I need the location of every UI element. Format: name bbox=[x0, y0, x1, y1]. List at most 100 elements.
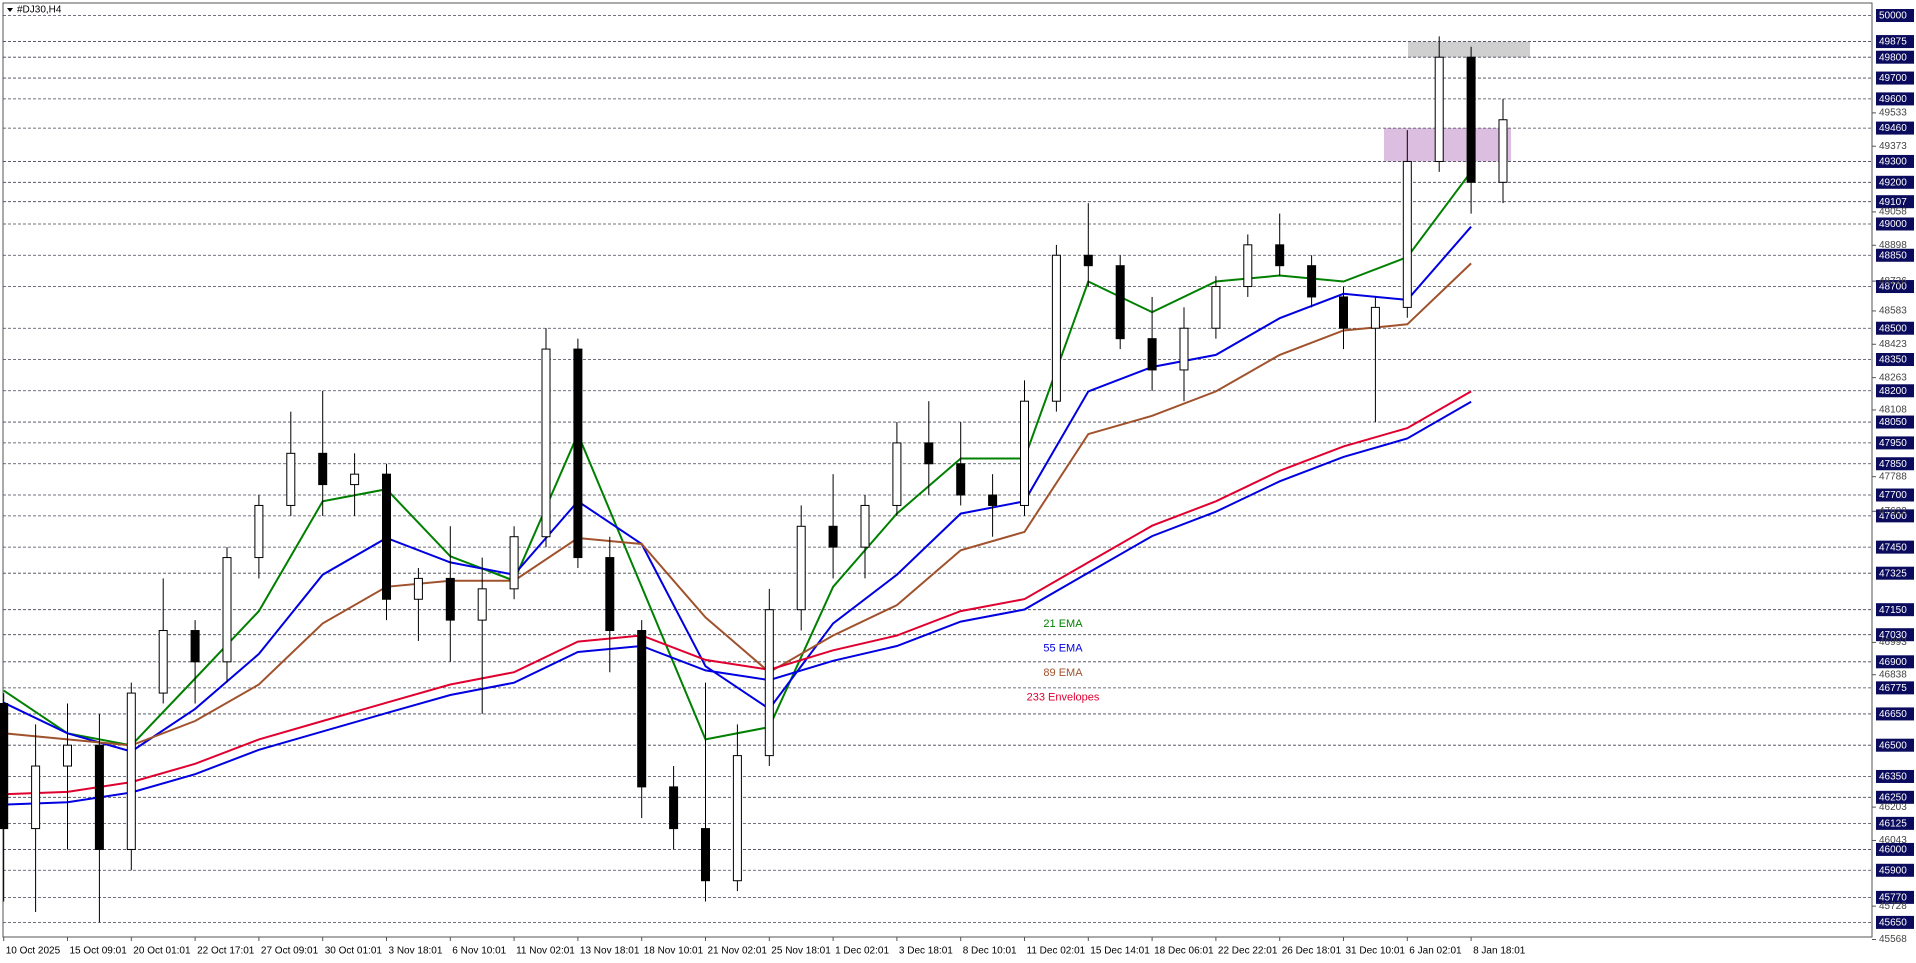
y-tick-label: 49373 bbox=[1879, 141, 1907, 152]
level-label: 49875 bbox=[1879, 37, 1907, 48]
candle-body bbox=[1083, 254, 1093, 267]
level-label: 49800 bbox=[1879, 52, 1907, 63]
candle-body bbox=[1466, 56, 1476, 183]
x-tick-label: 18 Dec 06:01 bbox=[1154, 946, 1214, 957]
candle-body bbox=[413, 577, 423, 600]
y-tick-label: 46043 bbox=[1879, 835, 1907, 846]
candle-body bbox=[573, 348, 583, 559]
level-label-box bbox=[1876, 738, 1914, 752]
level-label: 46775 bbox=[1879, 683, 1907, 694]
candle-body bbox=[31, 765, 41, 830]
x-tick-label: 11 Dec 02:01 bbox=[1027, 946, 1086, 957]
candle-body bbox=[669, 786, 679, 830]
level-label: 47850 bbox=[1879, 459, 1907, 470]
level-label-box bbox=[1876, 842, 1914, 856]
candle-body bbox=[1211, 286, 1221, 329]
y-tick-label: 47788 bbox=[1879, 471, 1907, 482]
level-label-box bbox=[1876, 457, 1914, 471]
x-tick-label: 25 Nov 18:01 bbox=[771, 946, 831, 957]
x-tick-label: 1 Dec 02:01 bbox=[835, 946, 889, 957]
candle-body bbox=[1307, 265, 1317, 298]
x-tick-label: 21 Nov 02:01 bbox=[708, 946, 768, 957]
level-label: 46650 bbox=[1879, 709, 1907, 720]
candle-body bbox=[382, 473, 391, 600]
candle-body bbox=[254, 504, 264, 559]
level-label: 49107 bbox=[1879, 197, 1907, 208]
level-label-box bbox=[1876, 71, 1914, 85]
candle-body bbox=[988, 494, 998, 506]
level-label-box bbox=[1876, 217, 1914, 231]
candle-body bbox=[1179, 327, 1189, 371]
level-label-box bbox=[1876, 280, 1914, 294]
envelope-lower-line bbox=[3, 400, 1472, 806]
candle-body bbox=[1434, 56, 1444, 162]
level-label: 47700 bbox=[1879, 490, 1907, 501]
y-tick-label: 46203 bbox=[1879, 802, 1907, 813]
chart-title: #DJ30,H4 bbox=[17, 5, 62, 16]
x-tick-label: 20 Oct 01:01 bbox=[133, 946, 191, 957]
y-tick-label: 47622 bbox=[1879, 506, 1907, 517]
level-label-box bbox=[1876, 707, 1914, 721]
level-label-box bbox=[1876, 195, 1914, 209]
level-label-box bbox=[1876, 628, 1914, 642]
level-label: 49460 bbox=[1879, 123, 1907, 134]
candle-body bbox=[892, 442, 902, 506]
level-label-box bbox=[1876, 790, 1914, 804]
level-label: 47150 bbox=[1879, 605, 1907, 616]
candle-body bbox=[222, 557, 232, 663]
candle-body bbox=[318, 452, 328, 486]
candle-body bbox=[732, 755, 742, 882]
candle-body bbox=[0, 703, 9, 830]
level-label-box bbox=[1876, 50, 1914, 64]
y-tick-label: 45728 bbox=[1879, 901, 1907, 912]
y-tick-label: 46993 bbox=[1879, 637, 1907, 648]
x-tick-label: 6 Jan 02:01 bbox=[1409, 946, 1462, 957]
candle-body bbox=[350, 473, 360, 486]
candle-body bbox=[1020, 400, 1029, 506]
level-label: 47950 bbox=[1879, 438, 1907, 449]
candle-body bbox=[190, 630, 200, 663]
y-tick-label: 46838 bbox=[1879, 669, 1907, 680]
candle-body bbox=[764, 609, 774, 757]
candle-body bbox=[1147, 338, 1157, 371]
level-label: 47030 bbox=[1879, 630, 1907, 641]
candle-body bbox=[1339, 296, 1348, 329]
y-tick-label: 48898 bbox=[1879, 240, 1907, 251]
candle-body bbox=[637, 630, 647, 788]
level-label: 46350 bbox=[1879, 772, 1907, 783]
level-label-box bbox=[1876, 415, 1914, 429]
x-tick-label: 22 Oct 17:01 bbox=[197, 946, 255, 957]
level-label-box bbox=[1876, 566, 1914, 580]
candle-body bbox=[1370, 306, 1380, 329]
candle-body bbox=[1498, 119, 1508, 183]
level-label-box bbox=[1876, 353, 1914, 367]
level-label-box bbox=[1876, 655, 1914, 669]
candle-body bbox=[701, 828, 710, 882]
level-label-box bbox=[1876, 540, 1914, 554]
x-tick-label: 27 Oct 09:01 bbox=[261, 946, 319, 957]
legend-entry: 55 EMA bbox=[1043, 643, 1083, 655]
x-tick-label: 3 Dec 18:01 bbox=[899, 946, 953, 957]
level-label-box bbox=[1876, 863, 1914, 877]
level-label: 46500 bbox=[1879, 740, 1907, 751]
candle-body bbox=[796, 525, 806, 611]
candle-body bbox=[1243, 244, 1253, 288]
symbol-menu-icon[interactable] bbox=[7, 8, 13, 12]
x-tick-label: 10 Oct 2025 bbox=[6, 946, 61, 957]
level-label: 48050 bbox=[1879, 417, 1907, 428]
level-label-box bbox=[1876, 816, 1914, 830]
level-label-box bbox=[1876, 488, 1914, 502]
x-tick-label: 3 Nov 18:01 bbox=[389, 946, 443, 957]
price-zone bbox=[1384, 128, 1511, 162]
legend-entry: 89 EMA bbox=[1043, 667, 1083, 679]
level-label: 47600 bbox=[1879, 511, 1907, 522]
plot-frame bbox=[2, 2, 1873, 938]
level-label-box bbox=[1876, 681, 1914, 695]
x-tick-label: 22 Dec 22:01 bbox=[1218, 946, 1278, 957]
y-tick-label: 45568 bbox=[1879, 934, 1907, 945]
y-tick-label: 48423 bbox=[1879, 339, 1907, 350]
x-tick-label: 15 Oct 09:01 bbox=[70, 946, 128, 957]
x-tick-label: 6 Nov 10:01 bbox=[452, 946, 506, 957]
level-label-box bbox=[1876, 384, 1914, 398]
